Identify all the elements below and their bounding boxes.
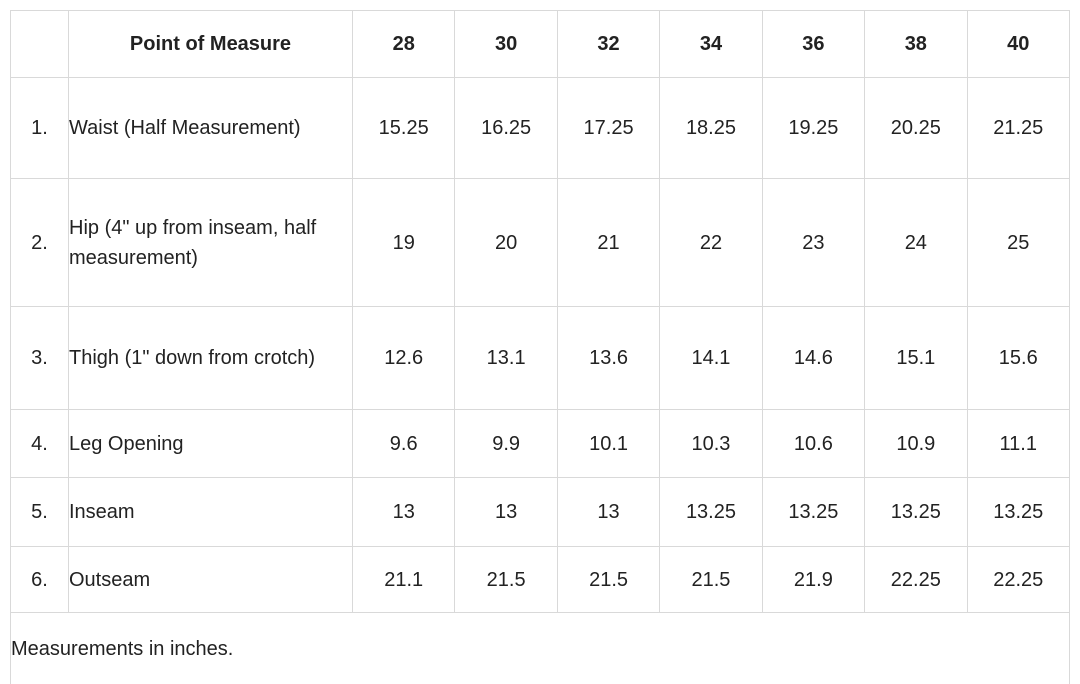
measure-value-cell: 13.1	[454, 306, 558, 410]
measure-value-cell: 13	[556, 477, 661, 547]
measure-value-cell: 10.3	[659, 409, 763, 478]
table-row: 1. Waist (Half Measurement) 15.25 16.25 17.2…	[10, 77, 1071, 179]
size-column-header: 28	[351, 10, 456, 78]
table-row: 2. Hip (4" up from inseam, half measureme…	[10, 178, 1071, 307]
table-row: 3. Thigh (1" down from crotch) 12.6 13.1 13.…	[10, 306, 1071, 410]
measure-value-cell: 10.9	[864, 409, 968, 478]
measure-label-cell: Outseam	[68, 546, 353, 613]
measure-value-cell: 13.6	[556, 306, 661, 410]
measure-label-cell: Thigh (1" down from crotch)	[68, 306, 353, 410]
measure-value-cell: 10.6	[761, 409, 866, 478]
size-column-header: 34	[659, 10, 763, 78]
measure-value-cell: 22.25	[966, 546, 1071, 613]
size-column-header: 38	[864, 10, 968, 78]
table-body: 1. Waist (Half Measurement) 15.25 16.25 17.2…	[10, 77, 1071, 613]
row-number-cell: 2.	[10, 178, 69, 307]
row-number-cell: 5.	[10, 477, 69, 547]
point-of-measure-header: Point of Measure	[68, 10, 353, 78]
measure-value-cell: 24	[864, 178, 968, 307]
measure-value-cell: 21.5	[659, 546, 763, 613]
measure-value-cell: 13.25	[966, 477, 1071, 547]
table-row: 6. Outseam 21.1 21.5 21.5 21.5 21.9 22.25 22.25	[10, 546, 1071, 613]
size-column-header: 30	[454, 10, 558, 78]
measure-value-cell: 13	[351, 477, 456, 547]
measure-label-cell: Hip (4" up from inseam, half measurement…	[68, 178, 353, 307]
measure-value-cell: 21.9	[761, 546, 866, 613]
measure-value-cell: 17.25	[556, 77, 661, 179]
measure-value-cell: 23	[761, 178, 866, 307]
table-row: 4. Leg Opening 9.6 9.9 10.1 10.3 10.6 10.9 11.1	[10, 409, 1071, 478]
measure-value-cell: 13.25	[761, 477, 866, 547]
measure-value-cell: 10.1	[556, 409, 661, 478]
measure-value-cell: 12.6	[351, 306, 456, 410]
measure-value-cell: 18.25	[659, 77, 763, 179]
measure-value-cell: 21.5	[454, 546, 558, 613]
measure-value-cell: 15.25	[351, 77, 456, 179]
measure-label-cell: Waist (Half Measurement)	[68, 77, 353, 179]
measure-value-cell: 20	[454, 178, 558, 307]
size-column-header: 36	[761, 10, 866, 78]
measure-value-cell: 25	[966, 178, 1071, 307]
measure-value-cell: 14.1	[659, 306, 763, 410]
row-number-cell: 1.	[10, 77, 69, 179]
measure-value-cell: 13.25	[864, 477, 968, 547]
measure-value-cell: 19	[351, 178, 456, 307]
measure-value-cell: 15.6	[966, 306, 1071, 410]
measure-value-cell: 16.25	[454, 77, 558, 179]
measure-value-cell: 21.5	[556, 546, 661, 613]
measure-value-cell: 21.1	[351, 546, 456, 613]
measure-value-cell: 9.9	[454, 409, 558, 478]
measure-value-cell: 20.25	[864, 77, 968, 179]
table-row: 5. Inseam 13 13 13 13.25 13.25 13.25 13.25	[10, 477, 1071, 547]
measure-value-cell: 22.25	[864, 546, 968, 613]
measure-value-cell: 13.25	[659, 477, 763, 547]
measure-value-cell: 15.1	[864, 306, 968, 410]
measure-value-cell: 11.1	[966, 409, 1071, 478]
row-number-cell: 3.	[10, 306, 69, 410]
size-chart-table: Point of Measure 28 30 32 34 36 38 40 1. Waist …	[10, 10, 1071, 684]
measure-value-cell: 21.25	[966, 77, 1071, 179]
header-row: Point of Measure 28 30 32 34 36 38 40	[10, 10, 1071, 78]
measure-value-cell: 14.6	[761, 306, 866, 410]
measure-value-cell: 19.25	[761, 77, 866, 179]
row-number-cell: 6.	[10, 546, 69, 613]
corner-cell	[10, 10, 69, 78]
measure-value-cell: 9.6	[351, 409, 456, 478]
size-column-header: 32	[556, 10, 661, 78]
measure-value-cell: 21	[556, 178, 661, 307]
measure-value-cell: 13	[454, 477, 558, 547]
footer-row: Measurements in inches.	[10, 612, 1070, 684]
measure-label-cell: Leg Opening	[68, 409, 353, 478]
measure-value-cell: 22	[659, 178, 763, 307]
footer-note: Measurements in inches.	[10, 612, 1070, 684]
row-number-cell: 4.	[10, 409, 69, 478]
measure-label-cell: Inseam	[68, 477, 353, 547]
size-column-header: 40	[966, 10, 1071, 78]
